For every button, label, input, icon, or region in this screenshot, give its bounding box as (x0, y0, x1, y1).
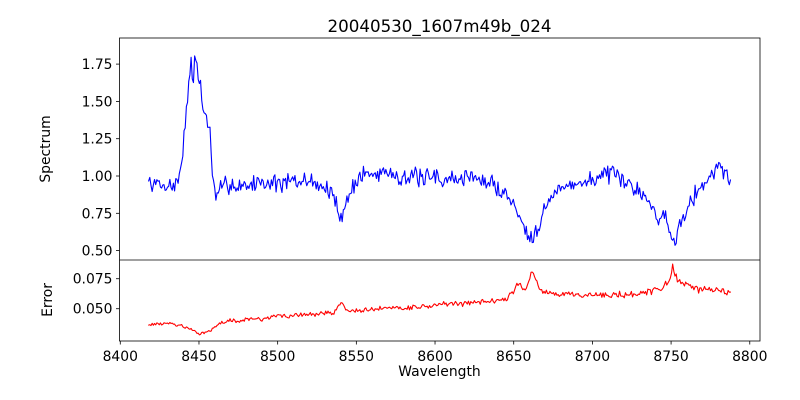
error-line (148, 263, 732, 336)
spectrum-line (148, 55, 732, 246)
x-tick-label: 8750 (653, 349, 688, 365)
y-tick-label: 1.50 (82, 94, 113, 110)
x-tick-label: 8650 (496, 349, 531, 365)
x-tick-label: 8600 (417, 349, 452, 365)
y-tick-label: 1.75 (82, 57, 113, 73)
y-axis-label-spectrum: Spectrum (38, 115, 55, 183)
y-tick-label: 1.00 (82, 169, 113, 185)
y-tick-label: 0.50 (82, 244, 113, 260)
x-tick-label: 8450 (181, 349, 216, 365)
y-axis-label-error: Error (40, 283, 57, 317)
x-tick-label: 8700 (575, 349, 610, 365)
y-tick-label: 0.075 (73, 272, 113, 288)
chart-title: 20040530_1607m49b_024 (327, 16, 552, 36)
y-tick-label: 1.25 (82, 132, 113, 148)
y-tick-label: 0.75 (82, 206, 113, 222)
axes-border (119, 37, 761, 342)
x-tick-label: 8400 (103, 349, 138, 365)
x-tick-label: 8800 (732, 349, 767, 365)
x-tick-label: 8500 (260, 349, 295, 365)
x-tick-label: 8550 (339, 349, 374, 365)
y-tick-label: 0.050 (73, 302, 113, 318)
x-axis-label: Wavelength (398, 364, 481, 380)
